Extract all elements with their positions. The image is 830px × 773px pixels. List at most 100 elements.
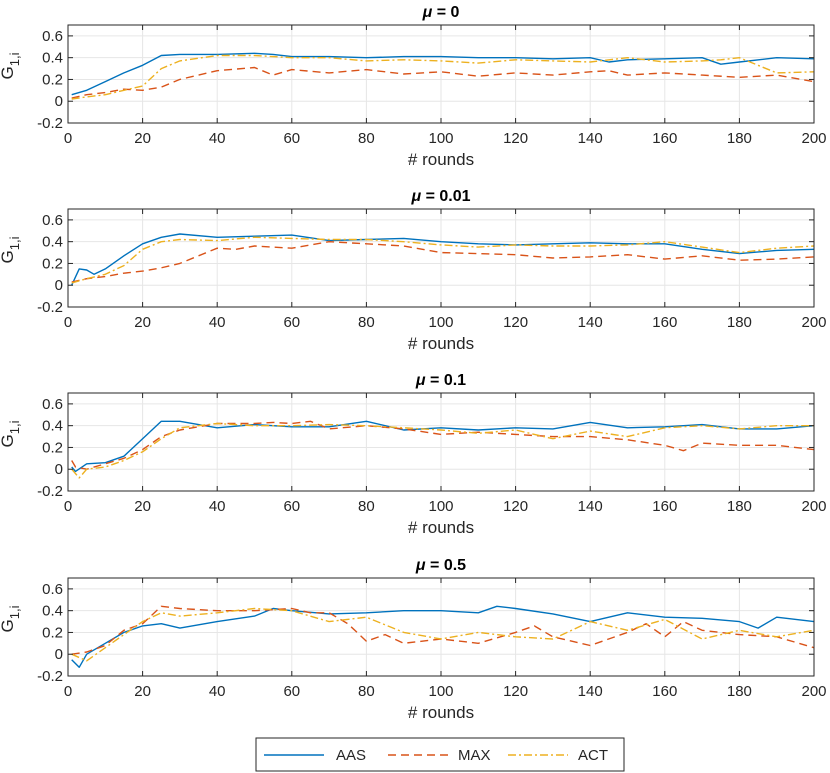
y-tick-label: 0.2: [42, 624, 63, 641]
x-tick-label: 80: [358, 314, 375, 331]
x-tick-label: 140: [578, 498, 603, 515]
x-tick-label: 200: [801, 683, 826, 700]
x-tick-label: 40: [209, 314, 226, 331]
series-group: [71, 605, 815, 668]
x-tick-label: 140: [578, 130, 603, 147]
x-tick-label: 120: [503, 314, 528, 331]
y-tick-label: 0.2: [42, 255, 63, 272]
series-line-act: [71, 236, 815, 284]
y-axis-label: G1,i: [0, 420, 22, 447]
x-tick-label: 60: [283, 314, 300, 331]
y-tick-label: -0.2: [37, 299, 63, 316]
series-line-aas: [71, 233, 815, 286]
y-tick-label: 0: [55, 277, 63, 294]
x-tick-label: 40: [209, 683, 226, 700]
y-tick-label: -0.2: [37, 483, 63, 500]
x-tick-label: 20: [134, 130, 151, 147]
y-tick-label: 0.2: [42, 439, 63, 456]
y-axis-label-main: G: [0, 619, 17, 632]
y-tick-label: 0.6: [42, 396, 63, 413]
y-tick-label: 0.6: [42, 581, 63, 598]
y-tick-label: 0.4: [42, 50, 63, 67]
x-tick-label: 100: [428, 683, 453, 700]
legend: AAS MAX ACT: [255, 737, 625, 772]
x-tick-label: 180: [727, 314, 752, 331]
legend-aas-label: AAS: [336, 747, 366, 764]
series-line-act: [71, 54, 815, 100]
x-axis-label: # rounds: [408, 334, 474, 353]
x-tick-label: 200: [801, 498, 826, 515]
x-tick-label: 180: [727, 683, 752, 700]
x-tick-label: 40: [209, 130, 226, 147]
title-text: = 0: [432, 4, 459, 21]
subplot-title: μ = 0.5: [415, 557, 466, 574]
series-line-max: [71, 605, 815, 655]
x-tick-label: 0: [64, 683, 72, 700]
y-tick-label: 0: [55, 646, 63, 663]
series-group: [71, 52, 815, 100]
x-tick-label: 180: [727, 498, 752, 515]
y-tick-label: -0.2: [37, 115, 63, 132]
x-tick-label: 180: [727, 130, 752, 147]
y-axis-label: G1,i: [0, 52, 22, 79]
x-axis-label: # rounds: [408, 703, 474, 722]
y-axis-label-subscript: 1,i: [7, 236, 22, 250]
y-tick-label: 0.6: [42, 28, 63, 45]
x-tick-label: 0: [64, 498, 72, 515]
title-text: = 0.01: [421, 188, 470, 205]
x-tick-label: 120: [503, 130, 528, 147]
x-tick-label: 100: [428, 130, 453, 147]
title-symbol: μ: [415, 372, 426, 389]
subplots: 0 20 40 60 80 100 120 140 160 180 200-0.200.20.40.…: [0, 4, 827, 722]
subplot-1: 0 20 40 60 80 100 120 140 160 180 200-0.200.20.40.…: [0, 4, 827, 169]
x-tick-label: 160: [652, 314, 677, 331]
title-symbol: μ: [422, 4, 433, 21]
x-tick-label: 60: [283, 498, 300, 515]
series-line-act: [71, 422, 814, 479]
y-axis-label: G1,i: [0, 605, 22, 632]
y-tick-label: 0: [55, 93, 63, 110]
y-axis-label-subscript: 1,i: [7, 420, 22, 434]
y-tick-label: 0.2: [42, 71, 63, 88]
y-axis-label-main: G: [0, 250, 17, 263]
x-tick-label: 80: [358, 683, 375, 700]
x-tick-label: 160: [652, 498, 677, 515]
series-group: [71, 233, 815, 286]
x-tick-label: 80: [358, 130, 375, 147]
x-tick-label: 0: [64, 130, 72, 147]
x-tick-label: 120: [503, 498, 528, 515]
series-line-max: [71, 420, 815, 470]
series-group: [71, 420, 815, 479]
subplot-title: μ = 0.01: [410, 188, 470, 205]
x-tick-label: 160: [652, 130, 677, 147]
y-tick-label: -0.2: [37, 668, 63, 685]
subplot-title: μ = 0.1: [415, 372, 466, 389]
title-text: = 0.1: [426, 372, 467, 389]
series-line-aas: [71, 52, 815, 96]
x-tick-label: 20: [134, 683, 151, 700]
subplot-2: 0 20 40 60 80 100 120 140 160 180 200-0.200.20.40.…: [0, 188, 827, 353]
title-symbol: μ: [410, 188, 421, 205]
x-tick-label: 120: [503, 683, 528, 700]
legend-act-label: ACT: [578, 747, 608, 764]
x-tick-label: 100: [428, 498, 453, 515]
x-tick-label: 140: [578, 314, 603, 331]
x-axis-label: # rounds: [408, 150, 474, 169]
y-axis-label-subscript: 1,i: [7, 605, 22, 619]
y-tick-label: 0.4: [42, 418, 63, 435]
x-tick-label: 200: [801, 314, 826, 331]
y-axis-label-subscript: 1,i: [7, 52, 22, 66]
series-line-max: [71, 240, 815, 283]
x-tick-label: 140: [578, 683, 603, 700]
y-axis-label-main: G: [0, 434, 17, 447]
y-tick-label: 0.4: [42, 234, 63, 251]
x-tick-label: 20: [134, 498, 151, 515]
y-tick-label: 0.4: [42, 603, 63, 620]
subplot-4: 0 20 40 60 80 100 120 140 160 180 200-0.200.20.40.…: [0, 557, 827, 722]
x-tick-label: 200: [801, 130, 826, 147]
x-tick-label: 160: [652, 683, 677, 700]
x-axis-label: # rounds: [408, 518, 474, 537]
y-tick-label: 0: [55, 461, 63, 478]
x-tick-label: 0: [64, 314, 72, 331]
